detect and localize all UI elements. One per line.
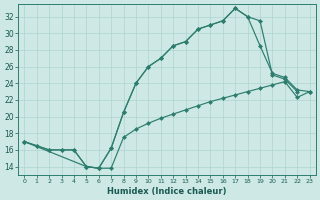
X-axis label: Humidex (Indice chaleur): Humidex (Indice chaleur) <box>107 187 227 196</box>
